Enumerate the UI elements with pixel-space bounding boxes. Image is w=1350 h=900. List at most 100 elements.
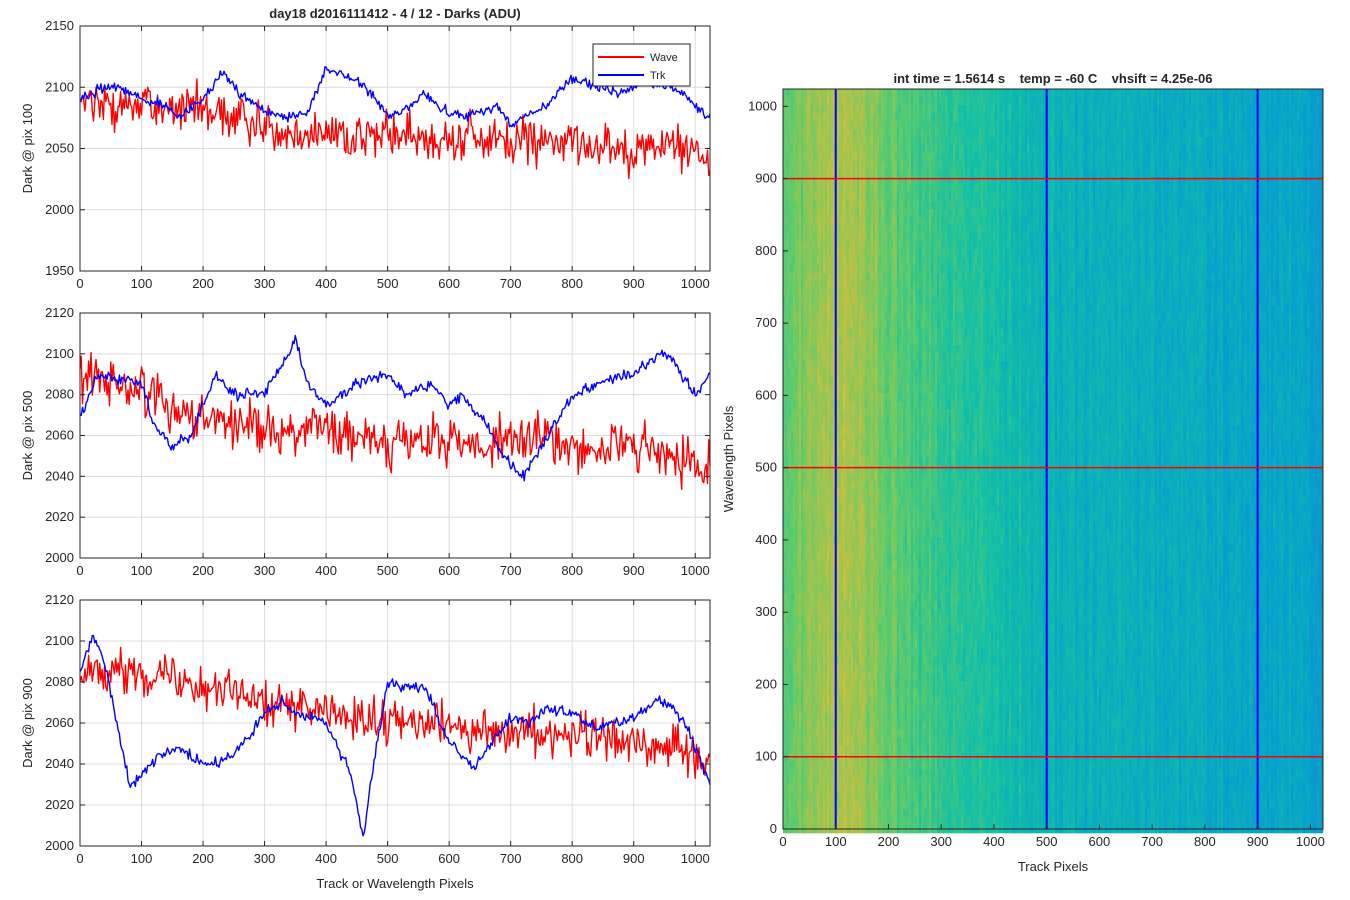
heatmap-cell xyxy=(875,225,877,233)
heatmap-cell xyxy=(855,193,857,201)
heatmap-cell xyxy=(821,241,823,249)
heatmap-cell xyxy=(785,97,787,105)
heatmap-cell xyxy=(799,209,801,217)
heatmap-cell xyxy=(807,689,809,697)
heatmap-cell xyxy=(789,393,791,401)
heatmap-cell xyxy=(869,529,871,537)
heatmap-cell xyxy=(797,393,799,401)
heatmap-cell xyxy=(813,545,815,553)
heatmap-cell xyxy=(813,761,815,769)
heatmap-cell xyxy=(821,497,823,505)
heatmap-cell xyxy=(863,257,865,265)
heatmap-cell xyxy=(855,97,857,105)
heatmap-cell xyxy=(867,329,869,337)
heatmap-cell xyxy=(839,785,841,793)
heatmap-cell xyxy=(847,665,849,673)
heatmap-cell xyxy=(795,265,797,273)
heatmap-cell xyxy=(859,385,861,393)
heatmap-cell xyxy=(799,305,801,313)
x-tick-label: 0 xyxy=(76,563,83,578)
heatmap-cell xyxy=(809,497,811,505)
heatmap-cell xyxy=(797,369,799,377)
heatmap-cell xyxy=(813,233,815,241)
heatmap-cell xyxy=(863,393,865,401)
heatmap-cell xyxy=(793,609,795,617)
heatmap-cell xyxy=(867,673,869,681)
heatmap-cell xyxy=(809,417,811,425)
heatmap-cell xyxy=(801,745,803,753)
heatmap-cell xyxy=(807,305,809,313)
x-tick-label: 1000 xyxy=(681,851,710,866)
heatmap-cell xyxy=(877,89,879,97)
heatmap-cell xyxy=(847,569,849,577)
heatmap-cell xyxy=(825,217,827,225)
heatmap-cell xyxy=(861,241,863,249)
heatmap-cell xyxy=(809,521,811,529)
heatmap-cell xyxy=(825,817,827,825)
heatmap-cell xyxy=(869,577,871,585)
heatmap-cell xyxy=(819,601,821,609)
heatmap-cell xyxy=(865,617,867,625)
heatmap-cell xyxy=(825,705,827,713)
heatmap-cell xyxy=(821,377,823,385)
heatmap-cell xyxy=(837,529,839,537)
heatmap-cell xyxy=(797,185,799,193)
heatmap-cell xyxy=(863,577,865,585)
heatmap-cell xyxy=(789,705,791,713)
heatmap-cell xyxy=(807,113,809,121)
heatmap-cell xyxy=(875,457,877,465)
heatmap-cell xyxy=(801,769,803,777)
heatmap-cell xyxy=(865,769,867,777)
heatmap-cell xyxy=(855,465,857,473)
y-tick-label: 2020 xyxy=(45,509,74,524)
heatmap-cell xyxy=(847,521,849,529)
heatmap-cell xyxy=(821,513,823,521)
heatmap-cell xyxy=(815,409,817,417)
heatmap-cell xyxy=(807,241,809,249)
heatmap-cell xyxy=(811,297,813,305)
heatmap-cell xyxy=(821,193,823,201)
heatmap-cell xyxy=(809,561,811,569)
heatmap-cell xyxy=(811,697,813,705)
heatmap-cell xyxy=(871,673,873,681)
heatmap-cell xyxy=(845,113,847,121)
heatmap-cell xyxy=(817,777,819,785)
heatmap-cell xyxy=(811,345,813,353)
heatmap-cell xyxy=(877,249,879,257)
heatmap-cell xyxy=(807,641,809,649)
heatmap-cell xyxy=(825,665,827,673)
heatmap-cell xyxy=(839,129,841,137)
heatmap-cell xyxy=(871,161,873,169)
heatmap-cell xyxy=(861,169,863,177)
heatmap-cell xyxy=(831,393,833,401)
heatmap-cell xyxy=(827,641,829,649)
heatmap-cell xyxy=(877,241,879,249)
heatmap-cell xyxy=(785,265,787,273)
heatmap-cell xyxy=(863,273,865,281)
heatmap-cell xyxy=(793,713,795,721)
heatmap-cell xyxy=(863,633,865,641)
heatmap-cell xyxy=(793,545,795,553)
heatmap-cell xyxy=(837,673,839,681)
heatmap-cell xyxy=(875,169,877,177)
heatmap-cell xyxy=(843,217,845,225)
heatmap-cell xyxy=(849,489,851,497)
heatmap-cell xyxy=(867,113,869,121)
heatmap-cell xyxy=(867,505,869,513)
heatmap-cell xyxy=(819,97,821,105)
heatmap-cell xyxy=(845,609,847,617)
heatmap-cell xyxy=(801,593,803,601)
heatmap-cell xyxy=(861,697,863,705)
heatmap-cell xyxy=(875,137,877,145)
heatmap-cell xyxy=(849,641,851,649)
heatmap-cell xyxy=(789,769,791,777)
heatmap-cell xyxy=(865,425,867,433)
heatmap-cell xyxy=(837,649,839,657)
heatmap-cell xyxy=(861,489,863,497)
heatmap-cell xyxy=(873,657,875,665)
heatmap-cell xyxy=(787,241,789,249)
heatmap-cell xyxy=(807,529,809,537)
heatmap-cell xyxy=(831,225,833,233)
heatmap-cell xyxy=(871,217,873,225)
heatmap-cell xyxy=(827,313,829,321)
